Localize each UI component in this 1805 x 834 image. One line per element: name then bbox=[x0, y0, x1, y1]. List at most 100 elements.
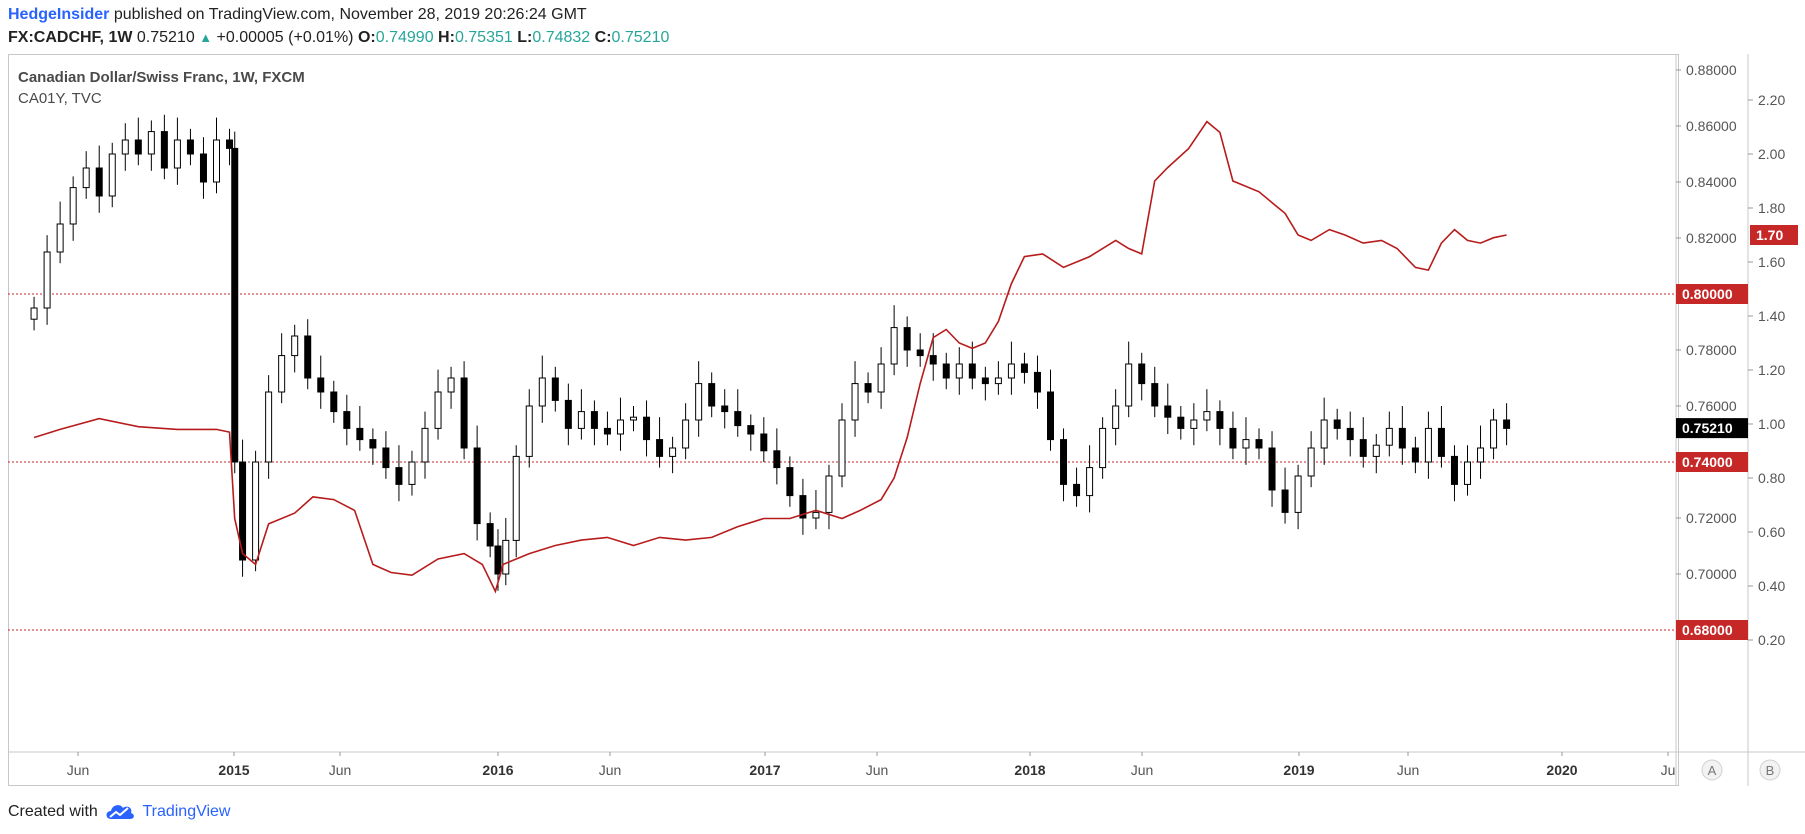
x-tick-label-4: Jun bbox=[599, 762, 622, 778]
candle-body-18 bbox=[252, 461, 260, 561]
candle-body-26 bbox=[356, 427, 364, 441]
scale-b-tick-label-4: 1.40 bbox=[1758, 308, 1785, 324]
open-label: O: bbox=[357, 29, 376, 46]
scale-a-tick-label-8: 0.72000 bbox=[1686, 510, 1737, 526]
candle-body-5 bbox=[95, 167, 103, 197]
candle-body-89 bbox=[1164, 405, 1172, 418]
candle-body-13 bbox=[199, 153, 207, 183]
candle-body-106 bbox=[1385, 427, 1393, 446]
candle-body-87 bbox=[1138, 363, 1146, 385]
candle-body-39 bbox=[512, 455, 520, 541]
candle-body-86 bbox=[1125, 363, 1133, 407]
candle-body-30 bbox=[408, 461, 416, 485]
candle-body-69 bbox=[903, 327, 911, 351]
candle-body-34 bbox=[460, 377, 468, 449]
axis-button-0[interactable] bbox=[1701, 759, 1723, 781]
candle-body-108 bbox=[1411, 447, 1419, 463]
candle-body-77 bbox=[1007, 363, 1015, 379]
created-with-text: Created with bbox=[8, 803, 98, 820]
candle-body-91 bbox=[1190, 419, 1198, 429]
candle-body-56 bbox=[734, 411, 742, 427]
candle-body-115 bbox=[1503, 419, 1511, 429]
footer: Created with TradingView bbox=[8, 801, 230, 821]
candle-body-92 bbox=[1203, 411, 1211, 421]
candle-body-7 bbox=[121, 139, 129, 155]
red-series-price-label: 1.70 bbox=[1756, 227, 1783, 243]
axis-button-label-0: A bbox=[1708, 763, 1717, 778]
low-label: L: bbox=[517, 29, 533, 46]
level-price-label-0: 0.80000 bbox=[1682, 286, 1733, 302]
scale-b-tick-label-0: 2.20 bbox=[1758, 92, 1785, 108]
candle-body-49 bbox=[643, 416, 651, 441]
candle-body-41 bbox=[538, 377, 546, 407]
candle-body-25 bbox=[343, 411, 351, 429]
ohlc-legend: FX:CADCHF, 1W 0.75210 ▲ +0.00005 (+0.01%… bbox=[8, 29, 669, 47]
candle-body-12 bbox=[186, 139, 194, 155]
scale-b-tick-label-10: 0.20 bbox=[1758, 632, 1785, 648]
high-label: H: bbox=[438, 29, 455, 46]
candle-body-9 bbox=[147, 131, 155, 155]
candle-body-88 bbox=[1151, 383, 1159, 407]
scale-a-tick-label-1: 0.86000 bbox=[1686, 118, 1737, 134]
candle-body-40 bbox=[525, 405, 533, 457]
candle-body-50 bbox=[656, 439, 664, 457]
chart-title: Canadian Dollar/Swiss Franc, 1W, FXCM bbox=[18, 69, 305, 86]
last-value: 0.75210 bbox=[136, 29, 195, 46]
level-price-label-0-bg bbox=[1676, 284, 1748, 304]
low-value: 0.74832 bbox=[532, 29, 591, 46]
x-tick-label-5: 2017 bbox=[749, 762, 780, 778]
candle-body-27 bbox=[369, 439, 377, 449]
candle-body-51 bbox=[669, 447, 677, 457]
candle-body-105 bbox=[1372, 444, 1380, 457]
candle-body-33 bbox=[447, 377, 455, 393]
level-price-label-1-bg bbox=[1676, 452, 1748, 472]
tradingview-cloud-icon bbox=[106, 805, 135, 819]
candle-body-15 bbox=[226, 139, 234, 149]
candle-body-55 bbox=[721, 405, 729, 413]
tradingview-link[interactable]: TradingView bbox=[142, 803, 231, 820]
candle-body-98 bbox=[1281, 489, 1289, 513]
x-tick-label-7: 2018 bbox=[1014, 762, 1045, 778]
x-tick-label-0: Jun bbox=[67, 762, 90, 778]
candle-body-74 bbox=[968, 363, 976, 379]
candle-body-90 bbox=[1177, 416, 1185, 429]
candle-body-19 bbox=[265, 391, 273, 463]
candle-body-75 bbox=[981, 377, 989, 385]
scale-b-tick-label-8: 0.60 bbox=[1758, 524, 1785, 540]
candle-body-47 bbox=[616, 419, 624, 435]
candle-body-110 bbox=[1437, 427, 1445, 457]
candle-body-94 bbox=[1229, 427, 1237, 449]
open-value: 0.74990 bbox=[375, 29, 434, 46]
candle-body-37 bbox=[494, 545, 502, 575]
candle-body-28 bbox=[382, 447, 390, 469]
candle-body-82 bbox=[1073, 483, 1081, 497]
close-value: 0.75210 bbox=[611, 29, 670, 46]
candle-body-6 bbox=[108, 153, 116, 197]
candle-body-109 bbox=[1424, 427, 1432, 463]
candle-body-63 bbox=[825, 475, 833, 513]
candle-body-29 bbox=[395, 467, 403, 485]
candle-body-111 bbox=[1450, 455, 1458, 485]
candle-body-4 bbox=[82, 167, 90, 189]
x-tick-label-1: 2015 bbox=[218, 762, 249, 778]
candle-body-22 bbox=[304, 335, 312, 379]
high-value: 0.75351 bbox=[454, 29, 513, 46]
candle-body-62 bbox=[812, 511, 820, 519]
candle-body-73 bbox=[955, 363, 963, 379]
candle-body-10 bbox=[160, 131, 168, 169]
scale-b-tick-label-9: 0.40 bbox=[1758, 578, 1785, 594]
candle-body-35 bbox=[473, 447, 481, 525]
candle-body-14 bbox=[213, 139, 220, 183]
author-link[interactable]: HedgeInsider bbox=[8, 6, 110, 23]
scale-a-tick-label-0: 0.88000 bbox=[1686, 62, 1737, 78]
candle-body-0 bbox=[30, 307, 38, 320]
candle-body-61 bbox=[799, 495, 807, 519]
candle-body-1 bbox=[43, 251, 51, 309]
candle-body-24 bbox=[330, 391, 338, 413]
candle-body-83 bbox=[1086, 467, 1094, 497]
candle-body-107 bbox=[1398, 427, 1406, 449]
candle-body-79 bbox=[1033, 371, 1041, 393]
axis-button-label-1: B bbox=[1766, 763, 1775, 778]
axis-button-1[interactable] bbox=[1759, 759, 1781, 781]
